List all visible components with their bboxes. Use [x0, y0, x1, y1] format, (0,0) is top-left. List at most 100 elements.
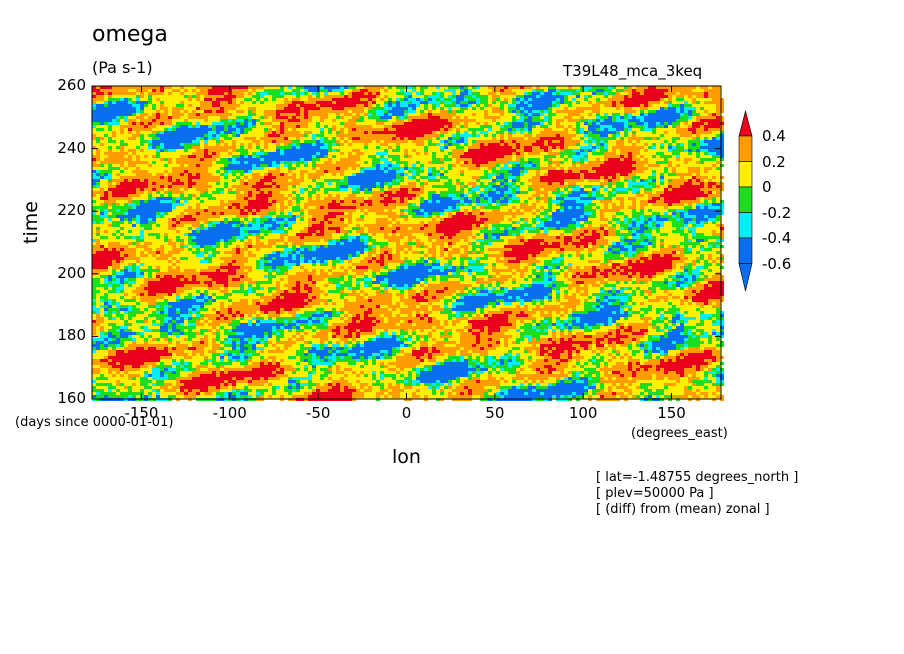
field-cell [696, 119, 700, 122]
field-cell [660, 152, 664, 155]
field-cell [700, 128, 704, 131]
field-cell [356, 149, 360, 152]
field-cell [320, 170, 324, 173]
field-cell [256, 182, 260, 185]
field-cell [264, 161, 268, 164]
field-cell [108, 137, 112, 140]
field-cell [160, 146, 164, 149]
field-cell [104, 92, 108, 95]
field-cell [200, 125, 204, 128]
field-cell [520, 98, 524, 101]
field-cell [124, 125, 128, 128]
field-cell [440, 185, 444, 188]
field-cell [236, 212, 240, 215]
field-cell [556, 173, 560, 176]
field-cell [304, 86, 308, 89]
field-cell [720, 149, 724, 152]
field-cell [236, 215, 240, 218]
field-cell [96, 152, 100, 155]
field-cell [704, 137, 708, 140]
field-cell [548, 179, 552, 182]
field-cell [204, 116, 208, 119]
field-cell [204, 110, 208, 113]
field-cell [360, 200, 364, 203]
field-cell [292, 89, 296, 92]
field-cell [584, 149, 588, 152]
field-cell [424, 125, 428, 128]
field-cell [688, 197, 692, 200]
field-cell [212, 215, 216, 218]
field-cell [608, 155, 612, 158]
field-cell [148, 173, 152, 176]
field-cell [648, 113, 652, 116]
field-cell [564, 131, 568, 134]
field-cell [240, 200, 244, 203]
field-cell [392, 107, 396, 110]
field-cell [508, 191, 512, 194]
field-cell [604, 104, 608, 107]
field-cell [548, 200, 552, 203]
field-cell [616, 182, 620, 185]
field-cell [700, 188, 704, 191]
field-cell [624, 95, 628, 98]
field-cell [616, 179, 620, 182]
field-cell [292, 140, 296, 143]
field-cell [172, 89, 176, 92]
field-cell [620, 89, 624, 92]
field-cell [440, 206, 444, 209]
field-cell [536, 176, 540, 179]
field-cell [236, 161, 240, 164]
field-cell [432, 170, 436, 173]
field-cell [224, 92, 228, 95]
field-cell [488, 176, 492, 179]
field-cell [360, 125, 364, 128]
field-cell [480, 194, 484, 197]
field-cell [608, 116, 612, 119]
field-cell [692, 140, 696, 143]
field-cell [200, 200, 204, 203]
field-cell [496, 206, 500, 209]
field-cell [488, 143, 492, 146]
field-cell [204, 182, 208, 185]
field-cell [400, 86, 404, 89]
field-cell [508, 134, 512, 137]
field-cell [664, 131, 668, 134]
field-cell [128, 125, 132, 128]
field-cell [496, 116, 500, 119]
field-cell [608, 122, 612, 125]
field-cell [392, 179, 396, 182]
field-cell [328, 170, 332, 173]
field-cell [452, 101, 456, 104]
field-cell [588, 200, 592, 203]
field-cell [516, 140, 520, 143]
field-cell [392, 104, 396, 107]
field-cell [508, 128, 512, 131]
field-cell [456, 182, 460, 185]
field-cell [616, 98, 620, 101]
field-cell [528, 146, 532, 149]
field-cell [556, 143, 560, 146]
field-cell [316, 158, 320, 161]
field-cell [252, 158, 256, 161]
field-cell [536, 191, 540, 194]
field-cell [704, 188, 708, 191]
field-cell [412, 104, 416, 107]
field-cell [596, 158, 600, 161]
field-cell [176, 200, 180, 203]
field-cell [644, 191, 648, 194]
field-cell [568, 176, 572, 179]
field-cell [596, 164, 600, 167]
field-cell [672, 119, 676, 122]
field-cell [612, 206, 616, 209]
field-cell [632, 191, 636, 194]
field-cell [572, 197, 576, 200]
field-cell [488, 125, 492, 128]
field-cell [624, 149, 628, 152]
field-cell [232, 200, 236, 203]
field-cell [320, 167, 324, 170]
field-cell [352, 182, 356, 185]
field-cell [192, 212, 196, 215]
field-cell [596, 119, 600, 122]
field-cell [360, 152, 364, 155]
field-cell [400, 119, 404, 122]
